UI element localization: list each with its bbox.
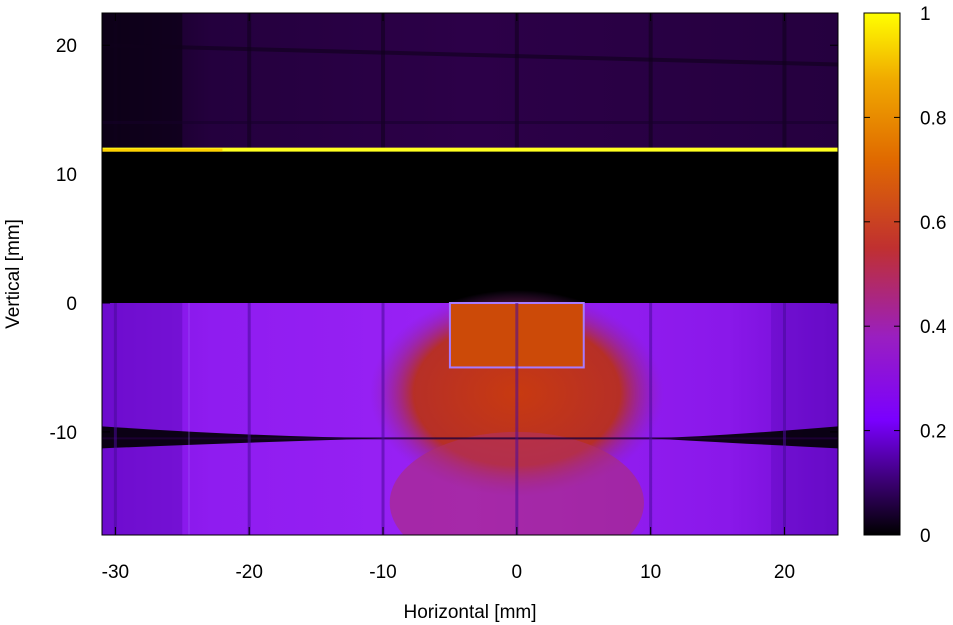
x-tick-label: 0 (512, 562, 523, 583)
colorbar-tick-label: 0 (920, 526, 931, 547)
lower-band-right-shade (771, 303, 838, 535)
colorbar-tick-label: 1 (920, 4, 931, 25)
top-band (102, 13, 838, 149)
y-axis-label: Vertical [mm] (3, 219, 24, 329)
x-tick-label: 10 (640, 562, 661, 583)
x-axis-label: Horizontal [mm] (403, 602, 536, 623)
x-tick-label: -30 (102, 562, 129, 583)
grid-line-y-top (102, 43, 838, 67)
axis-ticks: -30 -20 -10 0 10 20 -10 0 10 20 (50, 13, 838, 583)
y-tick-label: 20 (56, 36, 77, 57)
plot-area (102, 13, 838, 535)
y-tick-label: 0 (66, 294, 77, 315)
colorbar-tick-label: 0.6 (920, 213, 946, 234)
x-tick-label: -20 (235, 562, 262, 583)
x-tick-label: 20 (774, 562, 795, 583)
colorbar-tick-label: 0.4 (920, 317, 947, 338)
bright-line-left (102, 148, 223, 152)
y-tick-label: -10 (50, 423, 77, 444)
bright-line (102, 147, 838, 152)
x-tick-label: -10 (369, 562, 396, 583)
y-tick-label: 10 (56, 165, 77, 186)
colorbar-tick-label: 0.8 (920, 108, 946, 129)
colorbar (863, 12, 901, 536)
colorbar-tick-label: 0.2 (920, 422, 946, 443)
dark-band (102, 150, 838, 303)
plot-frame (101, 12, 839, 536)
colorbar-ticks: 0 0.2 0.4 0.6 0.8 1 (864, 4, 947, 547)
